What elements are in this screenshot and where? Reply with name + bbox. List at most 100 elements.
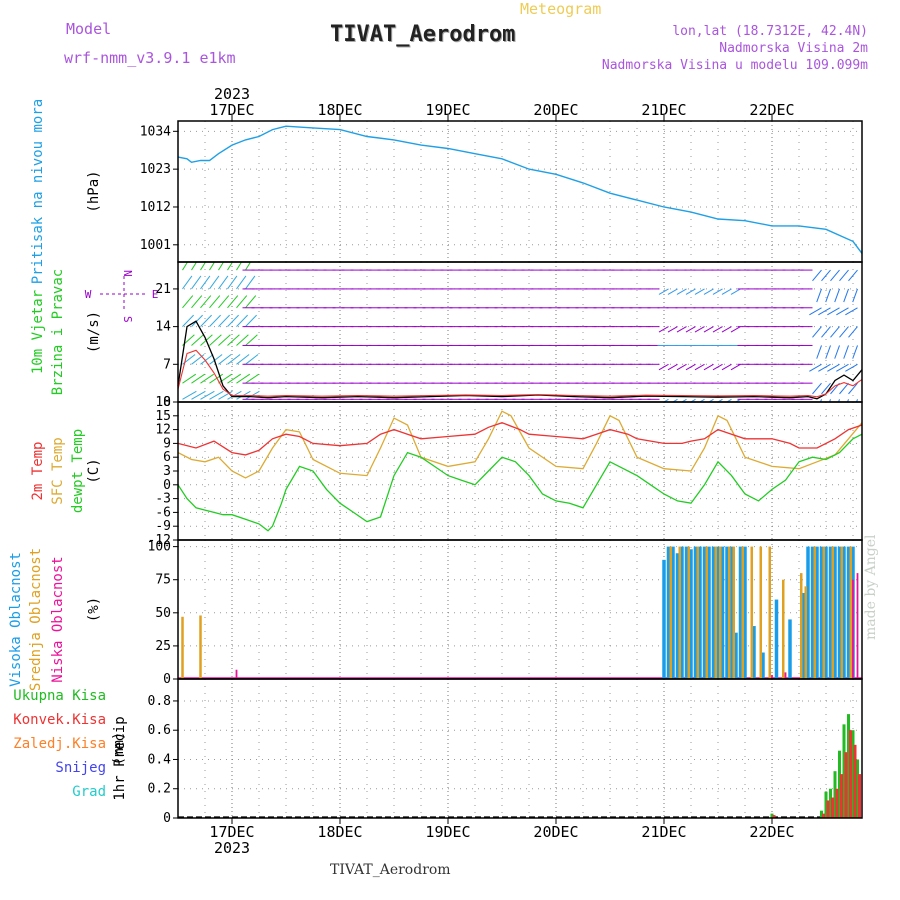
wind-arrow — [827, 307, 840, 316]
model-elevation-label: Nadmorska Visina u modelu 109.099m — [601, 58, 868, 73]
wind-arrow — [200, 295, 212, 309]
cloud-bar — [782, 579, 785, 679]
y-tick-label: 50 — [155, 606, 171, 621]
precip-bar — [856, 759, 859, 818]
temp2m-axis-label: 2m Temp — [30, 441, 46, 500]
precip-bar — [849, 730, 852, 818]
y-tick-label: 0 — [163, 672, 171, 687]
precip-axis-label: 1hr Precip — [112, 716, 128, 800]
cloud-bar — [743, 546, 747, 679]
x-tick-label-top: 20DEC — [533, 101, 578, 119]
y-tick-label: -6 — [155, 505, 171, 520]
x-tick-label-top: 22DEC — [749, 101, 794, 119]
x-tick-label-bottom: 22DEC — [749, 823, 794, 841]
wind-arrow — [716, 398, 723, 402]
y-tick-label: 0 — [163, 395, 171, 410]
wind-arrow — [200, 275, 211, 290]
cloud-bar — [804, 586, 807, 679]
wind-arrow — [836, 363, 849, 372]
cloud-bar — [720, 546, 725, 679]
unit-label: (C) — [86, 458, 102, 483]
x-tick-label-bottom: 21DEC — [641, 823, 686, 841]
wind-arrow — [658, 326, 669, 333]
y-tick-label: -9 — [155, 519, 171, 534]
cloud-bar — [806, 546, 810, 679]
cloud-bar — [714, 546, 717, 679]
wind-arrow — [191, 334, 204, 346]
wind-arrow — [667, 363, 678, 371]
wind-arrow — [200, 314, 212, 327]
x-tick-label-bottom: 18DEC — [317, 823, 362, 841]
precip-legend-2: Zaledj.Kisa — [13, 736, 106, 752]
cloud-bar — [810, 546, 815, 679]
wind-arrow — [245, 295, 257, 309]
panel-frame — [177, 539, 863, 680]
compass-east: E — [152, 288, 159, 301]
wind-arrow — [227, 262, 234, 271]
wind-arrow — [236, 275, 247, 290]
cloud-bar — [687, 546, 690, 679]
y-tick-label: 21 — [155, 282, 171, 297]
wind-arrow — [245, 275, 256, 290]
precip-bar — [831, 797, 834, 818]
wind-arrow — [712, 326, 723, 333]
wind-arrow — [191, 262, 198, 271]
wind-arrow — [671, 398, 678, 402]
cloud-bar — [728, 546, 731, 679]
footer-label: TIVAT_Aerodrom — [330, 862, 451, 878]
panel-frame — [177, 678, 863, 819]
cloud-bar — [684, 546, 689, 679]
wind-arrow — [227, 354, 241, 365]
cloud-bar — [181, 616, 184, 679]
wind-arrow — [812, 382, 822, 395]
y-tick-label: 0 — [163, 478, 171, 493]
precip-bar — [853, 744, 857, 818]
y-tick-label: 0.8 — [148, 694, 171, 709]
wind-barbs — [182, 262, 858, 402]
wind-arrow — [839, 382, 849, 395]
wind-arrow — [703, 326, 714, 333]
cloud-bar — [666, 546, 671, 679]
y-tick-label: 7 — [163, 357, 171, 372]
wind-arrow — [667, 326, 678, 333]
panel-frames — [173, 115, 863, 824]
wind-arrow — [191, 373, 206, 384]
wind-gust-line — [177, 349, 863, 398]
pressure-line — [177, 125, 863, 254]
wind-arrow — [245, 314, 257, 327]
cloud-bar — [671, 546, 675, 679]
cloud-bar — [837, 546, 842, 679]
wind-arrow — [236, 295, 248, 309]
precip-bar — [851, 730, 855, 818]
wind-arrow — [227, 275, 238, 290]
cloud-bar — [734, 632, 738, 679]
precip-legend-1: Konvek.Kisa — [13, 712, 106, 728]
unit-label: (%) — [86, 597, 102, 622]
wind-arrow — [721, 363, 732, 371]
precip-bar — [829, 788, 832, 818]
cloud-bar — [725, 546, 729, 679]
x-tick-label-top: 18DEC — [317, 101, 362, 119]
wind-arrow — [680, 398, 687, 402]
cloud-bar — [761, 652, 765, 679]
cloud-bar — [833, 546, 837, 679]
wind-arrow — [816, 288, 822, 303]
wind-arrow — [818, 363, 831, 372]
data-layer — [177, 125, 863, 818]
cloud-bar — [741, 546, 744, 679]
cloud-bar — [852, 579, 854, 679]
wind-arrow — [839, 326, 849, 338]
wind-arrow — [209, 295, 221, 309]
cloud-bar — [801, 592, 806, 679]
cloud-bar — [675, 553, 680, 679]
wind-arrow — [848, 382, 858, 395]
panel-frame — [177, 261, 863, 403]
wind-arrow — [245, 354, 259, 365]
wind-arrow — [191, 390, 206, 400]
precip-bar — [842, 724, 846, 818]
cloud-bar — [800, 573, 803, 679]
cloud-bar — [705, 546, 708, 679]
wind-arrow — [852, 345, 858, 359]
precip-bar — [847, 714, 850, 818]
